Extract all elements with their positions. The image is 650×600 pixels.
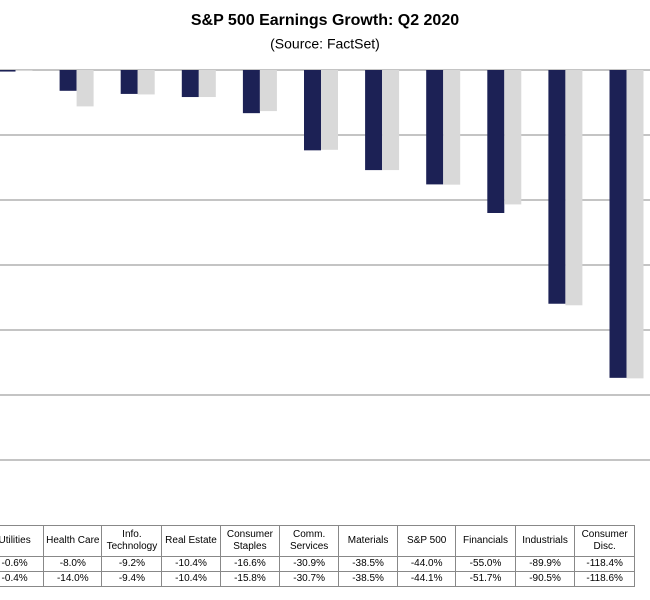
value-label: -51.7%: [455, 571, 516, 587]
category-label: Comm. Services: [279, 525, 340, 557]
value-label: -30.9%: [279, 556, 340, 572]
bar: [548, 70, 566, 304]
bar: [198, 70, 216, 98]
value-label: -15.8%: [219, 571, 281, 587]
data-table: Utilities Health Care Info. Technology Real…: [0, 525, 635, 587]
value-label: -30.7%: [279, 571, 340, 587]
bar: [59, 70, 77, 91]
category-label: Utilities: [0, 525, 45, 557]
category-label: Info. Technology: [101, 525, 163, 557]
value-label: -90.5%: [514, 571, 576, 587]
category-label: Real Estate: [161, 525, 221, 557]
value-label: -16.6%: [219, 556, 281, 572]
category-label: Industrials: [514, 525, 576, 557]
value-label: -44.0%: [397, 556, 457, 572]
bar: [321, 70, 338, 150]
bar: [15, 70, 33, 72]
bar: [304, 70, 321, 151]
category-label: Financials: [455, 525, 516, 557]
value-label: -55.0%: [455, 556, 516, 572]
value-label: -8.0%: [43, 556, 103, 572]
bar: [242, 70, 260, 114]
bar: [0, 70, 16, 72]
bar: [443, 70, 461, 185]
value-label: -44.1%: [397, 571, 457, 587]
value-label: -0.4%: [0, 571, 45, 587]
chart-subtitle: (Source: FactSet): [270, 36, 380, 52]
value-label: -118.4%: [574, 556, 635, 572]
value-label: -9.2%: [101, 556, 163, 572]
category-label: Materials: [338, 525, 399, 557]
table-row: Utilities Health Care Info. Technology Real…: [0, 525, 635, 557]
bar: [565, 70, 583, 306]
bar: [365, 70, 383, 171]
bar: [137, 70, 155, 95]
bar: [426, 70, 444, 185]
value-label: -89.9%: [514, 556, 576, 572]
value-label: -10.4%: [161, 556, 221, 572]
value-label: -0.6%: [0, 556, 45, 572]
bar: [120, 70, 138, 94]
table-row: -0.6% -8.0% -9.2% -10.4% -16.6% -30.9% -38.5% -…: [0, 556, 635, 572]
bar: [487, 70, 505, 213]
category-label: Consumer Staples: [219, 525, 281, 557]
bar: [609, 70, 627, 378]
table-row: -0.4% -14.0% -9.4% -10.4% -15.8% -30.7% -38.5%…: [0, 571, 635, 587]
value-label: -118.6%: [574, 571, 635, 587]
chart-title: S&P 500 Earnings Growth: Q2 2020: [191, 12, 459, 29]
category-label: Health Care: [43, 525, 103, 557]
value-label: -10.4%: [161, 571, 221, 587]
bar: [181, 70, 199, 98]
value-label: -38.5%: [338, 556, 399, 572]
category-label: Consumer Disc.: [574, 525, 635, 557]
value-label: -38.5%: [338, 571, 399, 587]
value-label: -9.4%: [101, 571, 163, 587]
bar: [382, 70, 400, 171]
bar: [259, 70, 277, 112]
bar: [626, 70, 644, 379]
bar: [76, 70, 94, 107]
value-label: -14.0%: [43, 571, 103, 587]
bar: [504, 70, 522, 205]
category-label: S&P 500: [397, 525, 457, 557]
